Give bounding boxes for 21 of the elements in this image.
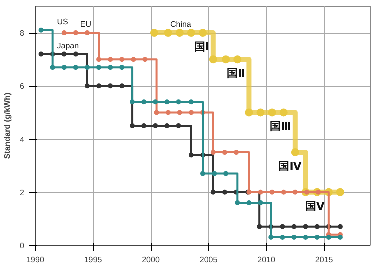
y-tick-label: 6	[20, 82, 26, 92]
annotation: 国Ⅳ	[278, 160, 303, 174]
y-tick-label: 4	[20, 135, 26, 144]
x-tick-label: 2005	[200, 256, 218, 264]
y-axis-title: Standard (g/kWh)	[3, 92, 12, 160]
x-tick-label: 1995	[84, 256, 103, 264]
x-tick-label: 2010	[258, 256, 276, 264]
y-tick-label: 8	[20, 29, 26, 38]
series-label: EU	[80, 20, 92, 30]
annotation: 国Ⅰ	[194, 40, 210, 54]
series-label: Japan	[57, 41, 80, 50]
annotation: 国Ⅲ	[270, 120, 292, 134]
x-tick-label: 2015	[315, 256, 334, 264]
series-label: US	[57, 17, 68, 26]
annotation: 国Ⅱ	[226, 67, 246, 80]
annotation: 国Ⅴ	[305, 200, 326, 213]
series-label: China	[170, 20, 192, 30]
y-tick-label: 2	[20, 188, 26, 198]
x-tick-label: 2000	[142, 256, 160, 264]
x-tick-label: 1990	[26, 256, 45, 264]
y-tick-label: 0	[20, 242, 26, 250]
